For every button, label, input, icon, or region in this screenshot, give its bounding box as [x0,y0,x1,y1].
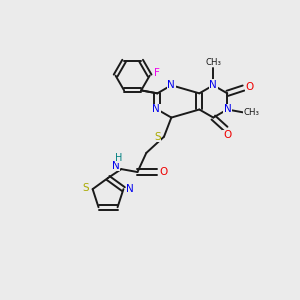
Text: N: N [224,104,232,115]
Text: N: N [112,160,120,171]
Text: S: S [154,132,161,142]
Text: N: N [209,80,217,90]
Text: CH₃: CH₃ [205,58,221,67]
Text: N: N [167,80,175,90]
Text: N: N [126,184,134,194]
Text: S: S [82,183,89,193]
Text: H: H [115,153,123,163]
Text: F: F [154,68,160,78]
Text: O: O [160,167,168,177]
Text: O: O [223,130,231,140]
Text: O: O [246,82,254,92]
Text: CH₃: CH₃ [244,108,260,117]
Text: N: N [152,104,160,115]
